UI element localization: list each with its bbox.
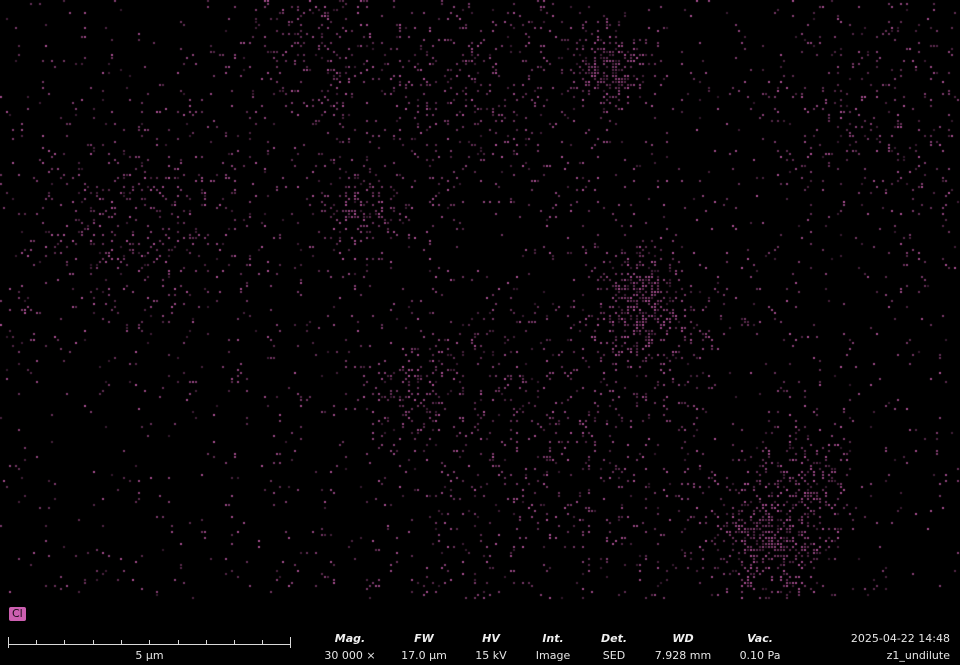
scale-bar-tick [262,640,263,645]
info-vac-value: 0.10 Pa [739,649,781,662]
info-vac: Vac. 0.10 Pa [725,632,795,663]
info-mag-label: Mag. [334,632,366,645]
info-det-value: SED [602,649,626,662]
info-det-label: Det. [600,632,628,645]
info-fw-label: FW [414,632,434,645]
sample-name: z1_undilute [886,649,950,662]
info-det: Det. SED [584,632,644,663]
info-int-label: Int. [542,632,564,645]
element-label-badge: Cl [9,607,26,621]
info-fw-value: 17.0 µm [401,649,447,662]
scale-bar-tick [206,640,207,645]
scale-bar-tick [290,637,291,648]
info-hv-label: HV [482,632,500,645]
info-wd-value: 7.928 mm [654,649,712,662]
info-int: Int. Image [523,632,583,663]
scale-bar-tick [178,640,179,645]
scale-bar-tick [149,640,150,645]
scale-bar: 5 µm [8,637,291,662]
info-mag: Mag. 30 000 × [320,632,380,663]
info-hv-value: 15 kV [475,649,507,662]
info-wd-label: WD [672,632,694,645]
info-hv: HV 15 kV [461,632,521,663]
scale-bar-tick [36,640,37,645]
acquisition-datetime: 2025-04-22 14:48 [850,632,950,645]
eds-element-map-image [0,0,960,600]
scale-bar-tick [8,637,9,648]
scale-bar-tick [64,640,65,645]
info-fw: FW 17.0 µm [394,632,454,663]
scale-bar-tick [93,640,94,645]
scale-bar-tick [234,640,235,645]
info-vac-label: Vac. [747,632,773,645]
info-wd: WD 7.928 mm [648,632,718,663]
acquisition-meta: 2025-04-22 14:48 z1_undilute [851,632,950,663]
info-int-value: Image [535,649,571,662]
scale-bar-label: 5 µm [135,649,164,662]
scale-bar-tick [121,640,122,645]
info-mag-value: 30 000 × [324,649,376,662]
